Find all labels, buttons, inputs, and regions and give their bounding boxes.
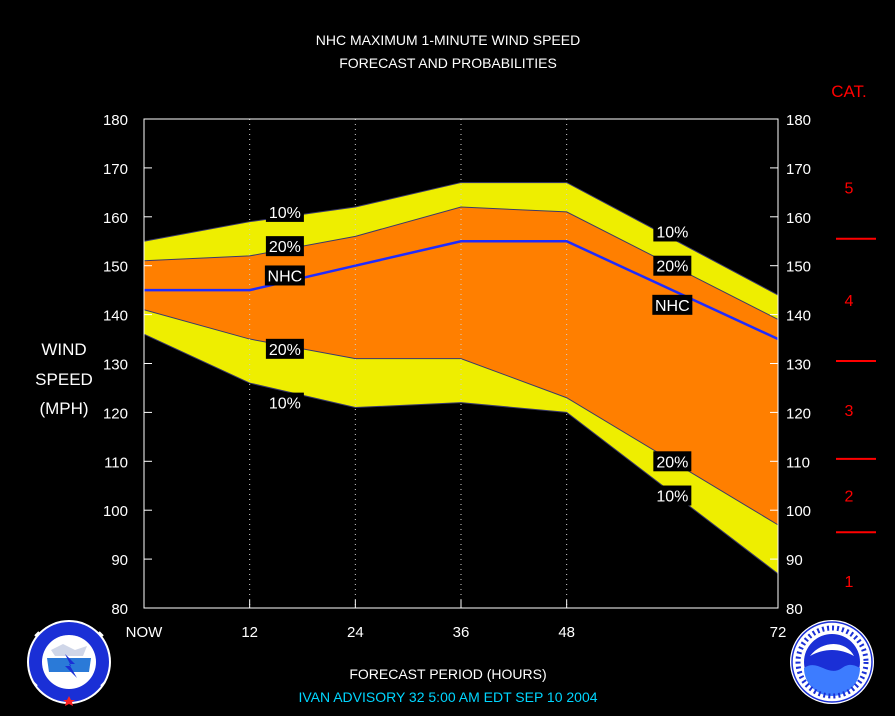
nhc-forecast-line bbox=[144, 240, 779, 341]
y-tick-label-right: 160 bbox=[786, 210, 811, 227]
band-label-box bbox=[265, 392, 304, 413]
band-edge-3 bbox=[143, 309, 779, 526]
band-edge-2 bbox=[143, 206, 779, 320]
ylabel-line3: (MPH) bbox=[39, 399, 88, 418]
ylabel-line1: WIND bbox=[41, 340, 86, 359]
x-tick-label: 24 bbox=[347, 624, 364, 641]
category-scale: 1 2 3 4 5 bbox=[836, 180, 876, 591]
band-20pct bbox=[144, 207, 778, 525]
y-tick-label-right: 90 bbox=[786, 552, 803, 569]
category-label: 1 bbox=[845, 574, 854, 591]
x-tick-label: 12 bbox=[241, 624, 258, 641]
band-label-box bbox=[265, 236, 304, 257]
y-tick-label-right: 170 bbox=[786, 161, 811, 178]
y-tick-label-left: 100 bbox=[103, 503, 128, 520]
band-label: 20% bbox=[656, 259, 688, 276]
y-tick-label-right: 100 bbox=[786, 503, 811, 520]
band-label: 10% bbox=[269, 396, 301, 413]
y-tick-label-left: 130 bbox=[103, 357, 128, 374]
y-axis-left: 80 90 100 110 120 130 140 150 160 170 180 bbox=[103, 112, 152, 618]
band-label: 10% bbox=[269, 205, 301, 222]
y-tick-label-right: 130 bbox=[786, 357, 811, 374]
band-label: 10% bbox=[656, 489, 688, 506]
y-tick-label-left: 80 bbox=[111, 601, 128, 618]
category-label: 3 bbox=[845, 403, 854, 420]
x-axis: NOW 12 24 36 48 72 bbox=[126, 600, 787, 641]
band-label-box bbox=[653, 221, 692, 242]
band-label-box bbox=[265, 338, 304, 359]
category-label: 5 bbox=[845, 180, 854, 197]
band-label: NHC bbox=[655, 298, 690, 315]
band-label-box bbox=[264, 265, 305, 286]
chart-title-line1: NHC MAXIMUM 1-MINUTE WIND SPEED bbox=[316, 32, 580, 48]
y-tick-label-left: 110 bbox=[104, 454, 128, 471]
band-labels: 10% 20% NHC 20% 10% 10% 20% NHC 20% 10% bbox=[264, 201, 693, 506]
y-tick-label-left: 180 bbox=[103, 112, 128, 129]
x-tick-label: NOW bbox=[126, 624, 164, 641]
advisory-text: IVAN ADVISORY 32 5:00 AM EDT SEP 10 2004 bbox=[298, 689, 597, 705]
y-tick-label-left: 170 bbox=[103, 161, 128, 178]
category-header: CAT. bbox=[831, 82, 867, 101]
noaa-logo bbox=[790, 620, 874, 704]
band-label: 20% bbox=[269, 342, 301, 359]
y-tick-label-left: 120 bbox=[103, 405, 128, 422]
band-label-box bbox=[653, 485, 692, 506]
y-tick-label-right: 80 bbox=[786, 601, 803, 618]
y-tick-label-right: 140 bbox=[786, 308, 811, 325]
y-tick-label-right: 150 bbox=[786, 259, 811, 276]
band-label: 20% bbox=[656, 454, 688, 471]
band-label: 20% bbox=[269, 239, 301, 256]
nhc-line bbox=[144, 240, 779, 341]
x-tick-label: 36 bbox=[453, 624, 470, 641]
x-tick-label: 48 bbox=[558, 624, 575, 641]
category-label: 4 bbox=[845, 293, 854, 310]
y-tick-label-left: 90 bbox=[111, 552, 128, 569]
band-label-box bbox=[265, 201, 304, 222]
y-tick-label-right: 110 bbox=[786, 454, 810, 471]
y-tick-label-left: 160 bbox=[103, 210, 128, 227]
y-tick-label-right: 180 bbox=[786, 112, 811, 129]
x-axis-label: FORECAST PERIOD (HOURS) bbox=[349, 666, 546, 682]
band-label: NHC bbox=[268, 268, 303, 285]
chart-title-line2: FORECAST AND PROBABILITIES bbox=[339, 55, 557, 71]
y-axis-right: 80 90 100 110 120 130 140 150 160 170 180 bbox=[770, 112, 811, 618]
band-label-box bbox=[653, 451, 692, 472]
nws-logo bbox=[27, 620, 111, 706]
band-edge-1 bbox=[143, 333, 779, 575]
band-label-box bbox=[653, 255, 692, 276]
y-tick-label-left: 140 bbox=[103, 308, 128, 325]
ylabel-line2: SPEED bbox=[35, 370, 93, 389]
category-label: 2 bbox=[845, 489, 854, 506]
band-edge-0 bbox=[143, 182, 779, 296]
x-tick-label: 72 bbox=[770, 624, 787, 641]
y-tick-label-left: 150 bbox=[103, 259, 128, 276]
y-tick-label-right: 120 bbox=[786, 405, 811, 422]
band-label: 10% bbox=[656, 224, 688, 241]
band-label-box bbox=[652, 294, 693, 315]
